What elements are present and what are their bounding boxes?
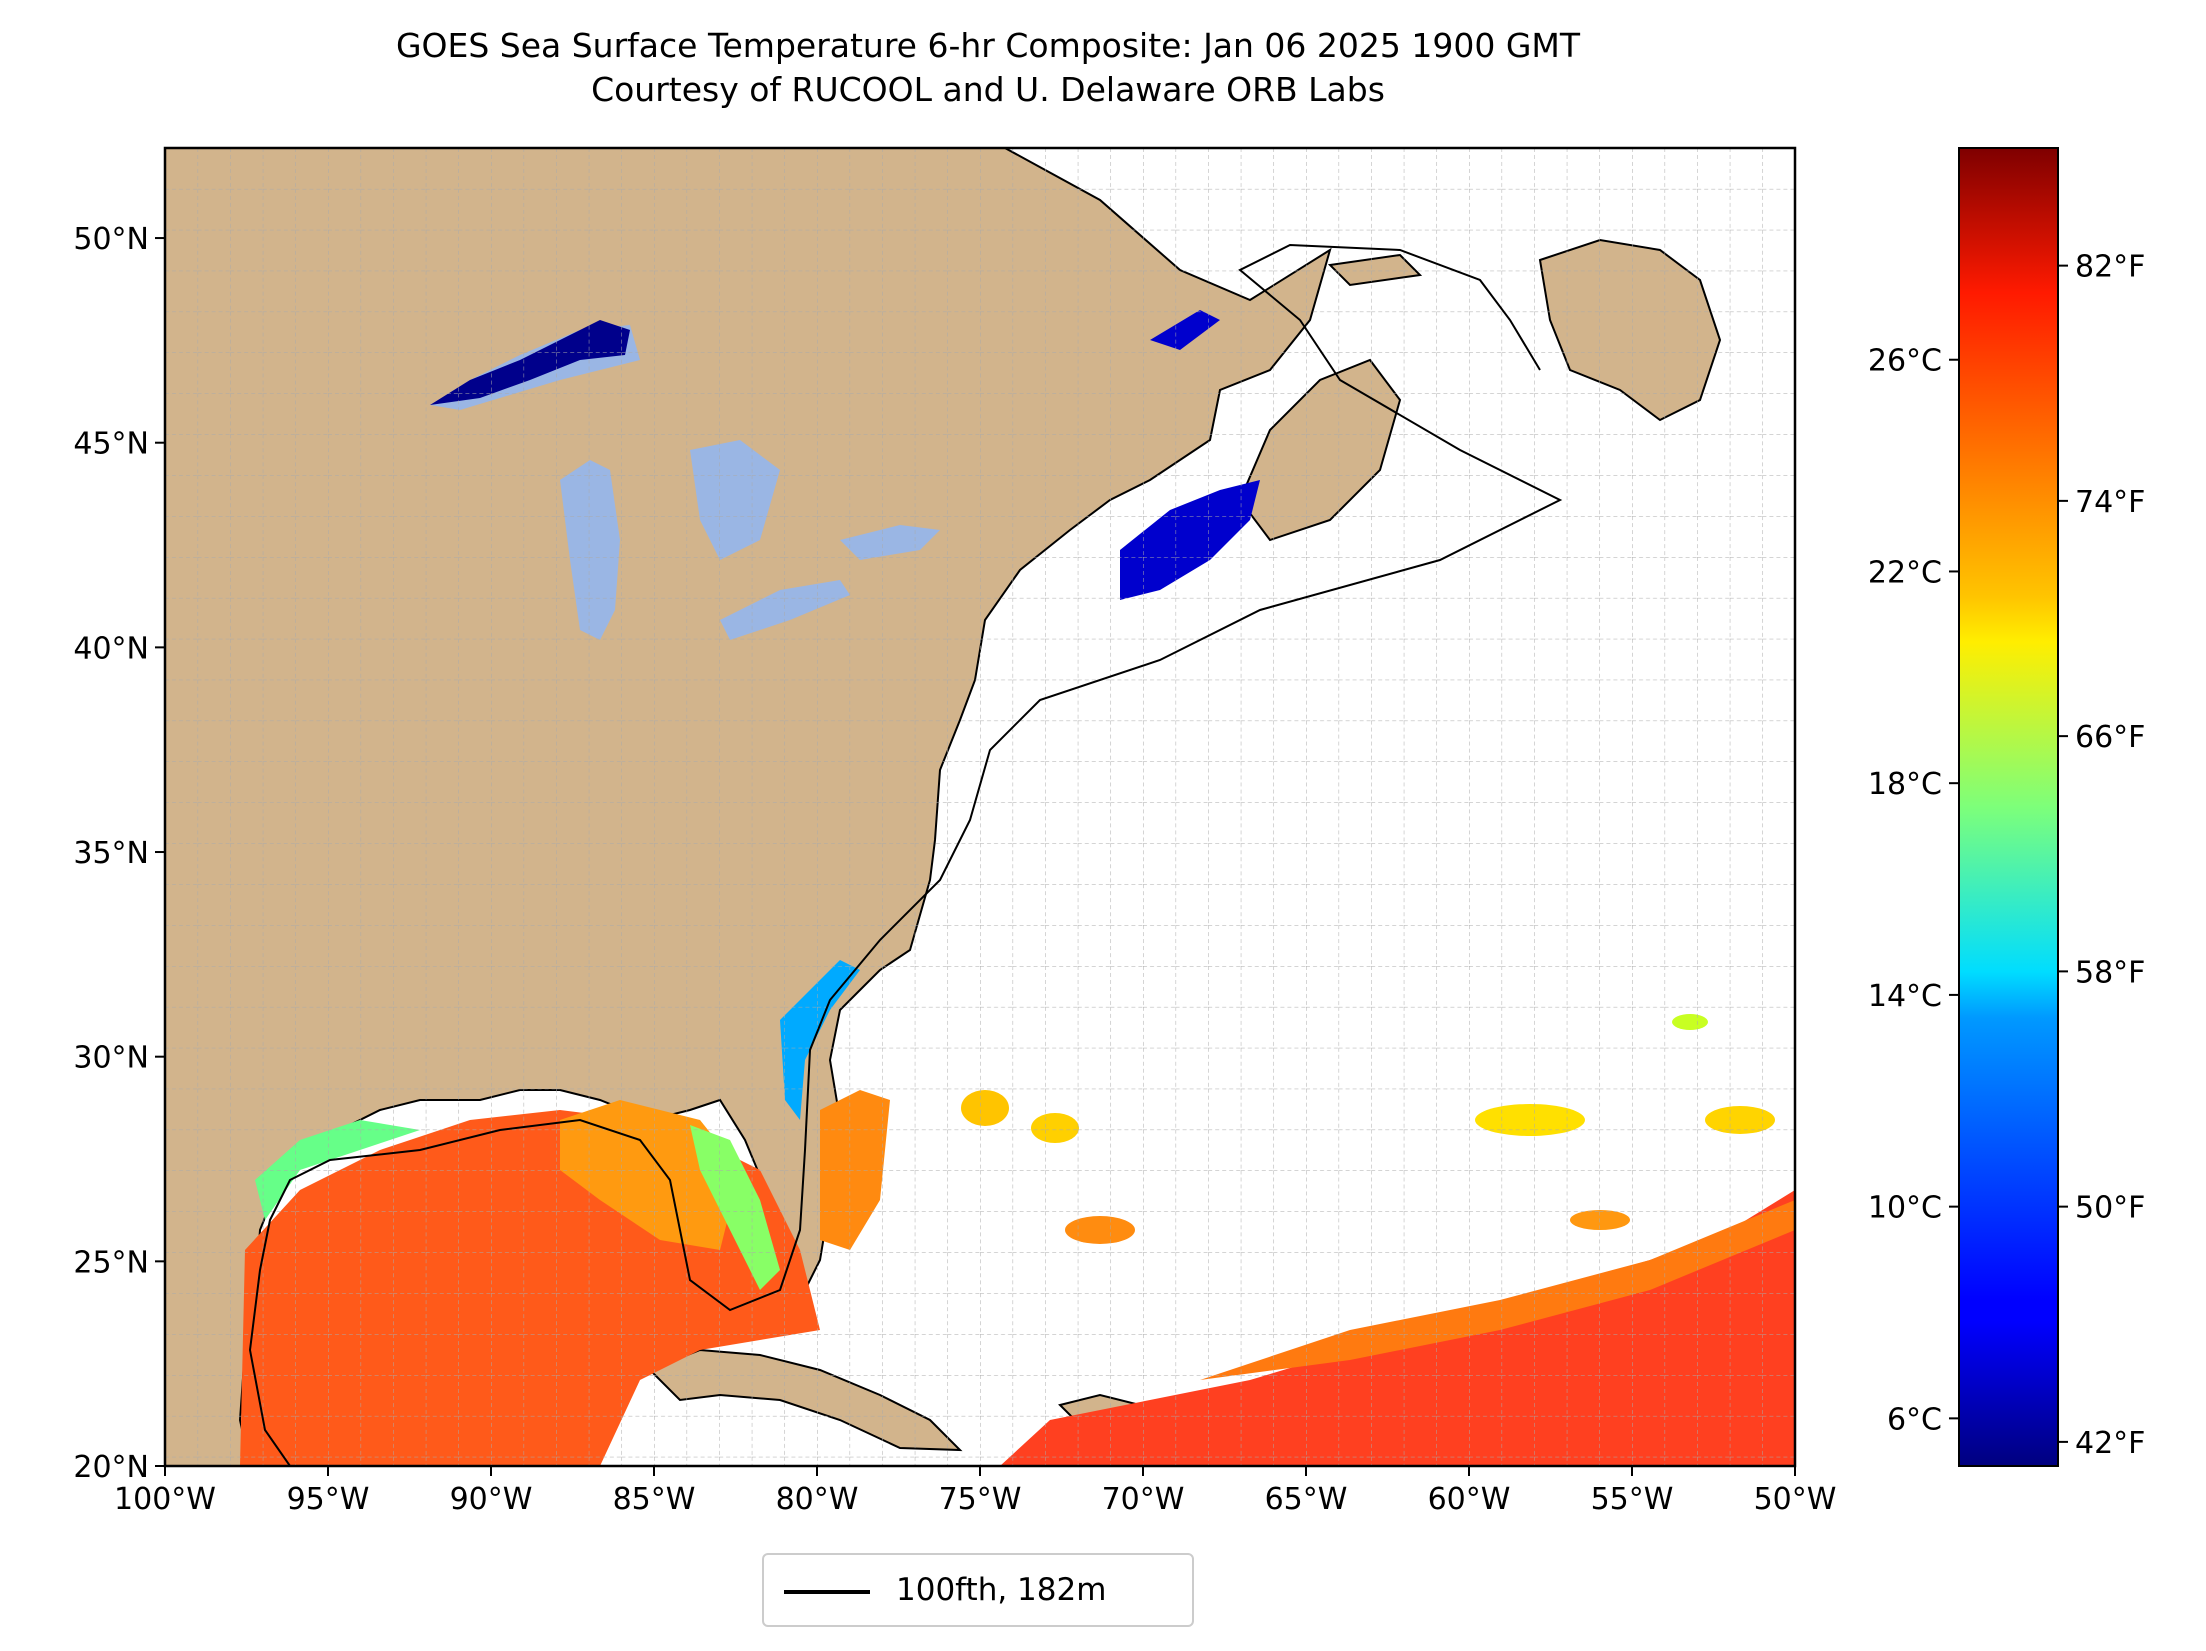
x-tick-label: 50°W — [1754, 1482, 1837, 1517]
fahrenheit-tick-label: 66°F — [2075, 720, 2145, 755]
legend: 100fth, 182m — [762, 1553, 1194, 1627]
y-tick-label: 35°N — [73, 836, 149, 871]
fahrenheit-tick-label: 74°F — [2075, 485, 2145, 520]
legend-label: 100fth, 182m — [896, 1572, 1107, 1608]
y-axis: 20°N 25°N 30°N 35°N 40°N 45°N 50°N — [73, 222, 165, 1485]
x-tick-label: 85°W — [613, 1482, 696, 1517]
celsius-tick-label: 22°C — [1868, 555, 1942, 590]
colorbar: 6°C 10°C 14°C 18°C 22°C 26°C 42°F 50°F 58°F 66°F… — [1868, 147, 2145, 1467]
y-tick-label: 45°N — [73, 427, 149, 462]
y-tick-label: 20°N — [73, 1450, 149, 1485]
isobath-100fth-line — [248, 243, 1563, 1466]
y-tick-label: 50°N — [73, 222, 149, 257]
fahrenheit-tick-label: 42°F — [2075, 1426, 2145, 1461]
celsius-tick-label: 26°C — [1868, 344, 1942, 379]
fahrenheit-tick-label: 58°F — [2075, 955, 2145, 990]
x-tick-label: 90°W — [450, 1482, 533, 1517]
y-tick-label: 40°N — [73, 631, 149, 666]
x-tick-label: 70°W — [1102, 1482, 1185, 1517]
map-title: GOES Sea Surface Temperature 6-hr Compos… — [395, 26, 1581, 65]
map-subtitle: Courtesy of RUCOOL and U. Delaware ORB L… — [591, 70, 1385, 109]
fahrenheit-tick-label: 50°F — [2075, 1191, 2145, 1226]
celsius-tick-label: 6°C — [1887, 1402, 1942, 1437]
celsius-tick-label: 10°C — [1868, 1191, 1942, 1226]
x-axis: 100°W 95°W 90°W 85°W 80°W 75°W 70°W 65°W 60°W 55°… — [114, 1466, 1836, 1517]
y-tick-label: 25°N — [73, 1245, 149, 1280]
celsius-tick-label: 14°C — [1868, 979, 1942, 1014]
x-tick-label: 80°W — [776, 1482, 859, 1517]
x-tick-label: 95°W — [287, 1482, 370, 1517]
x-tick-label: 75°W — [939, 1482, 1022, 1517]
x-tick-label: 55°W — [1591, 1482, 1674, 1517]
celsius-tick-label: 18°C — [1868, 767, 1942, 802]
fahrenheit-tick-label: 82°F — [2075, 250, 2145, 285]
map-panel — [163, 146, 1797, 1468]
x-tick-label: 65°W — [1265, 1482, 1348, 1517]
y-tick-label: 30°N — [73, 1041, 149, 1076]
legend-line-swatch — [784, 1590, 870, 1594]
x-tick-label: 100°W — [114, 1482, 216, 1517]
x-tick-label: 60°W — [1428, 1482, 1511, 1517]
